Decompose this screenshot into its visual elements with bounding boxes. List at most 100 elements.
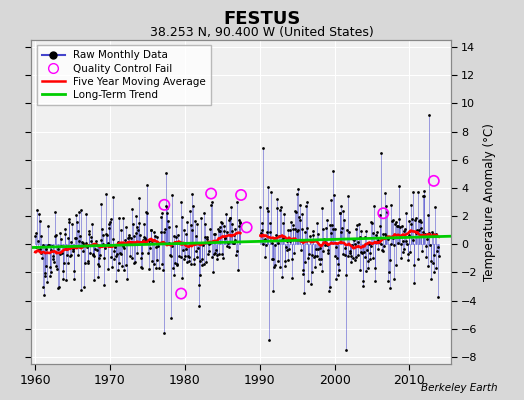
Point [151, 232, 159, 239]
Point [163, 210, 172, 216]
Point [422, 243, 431, 249]
Point [46, 264, 54, 270]
Point [312, 246, 320, 253]
Point [70, 275, 79, 282]
Point [400, 228, 409, 234]
Point [265, 337, 274, 343]
Point [156, 228, 165, 235]
Point [187, 222, 195, 228]
Point [334, 260, 343, 267]
Point [407, 220, 415, 227]
Point [209, 268, 217, 275]
Point [48, 256, 57, 262]
Point [125, 234, 133, 240]
Point [62, 246, 71, 252]
Point [90, 276, 99, 283]
Point [333, 254, 341, 261]
Point [166, 252, 174, 258]
Point [169, 233, 178, 240]
Point [192, 233, 200, 239]
Point [261, 254, 269, 260]
Point [184, 253, 192, 259]
Point [154, 242, 162, 249]
Point [305, 233, 314, 239]
Point [115, 214, 124, 221]
Point [177, 254, 185, 260]
Point [331, 253, 340, 260]
Point [108, 236, 117, 242]
Point [381, 203, 390, 210]
Point [206, 225, 215, 232]
Point [158, 210, 166, 217]
Point [395, 183, 403, 190]
Point [50, 259, 58, 265]
Point [146, 245, 154, 251]
Point [398, 223, 406, 230]
Point [40, 270, 49, 276]
Point [152, 244, 160, 250]
Point [351, 241, 359, 248]
Point [217, 220, 226, 226]
Point [47, 247, 55, 253]
Point [41, 246, 50, 252]
Point [64, 235, 72, 241]
Point [116, 251, 125, 257]
Point [243, 224, 251, 230]
Point [224, 240, 232, 246]
Point [326, 222, 334, 228]
Point [432, 264, 441, 271]
Point [169, 265, 177, 272]
Point [226, 215, 234, 221]
Point [52, 232, 61, 238]
Point [168, 192, 177, 198]
Point [398, 249, 407, 256]
Point [72, 235, 81, 241]
Point [420, 193, 428, 200]
Point [280, 263, 289, 270]
Point [191, 218, 199, 224]
Point [385, 269, 393, 276]
Point [309, 228, 318, 234]
Point [272, 232, 280, 238]
Point [312, 219, 321, 226]
Point [296, 216, 304, 223]
Point [213, 252, 221, 258]
Point [273, 205, 281, 212]
Point [96, 252, 104, 258]
Point [60, 260, 68, 266]
Point [347, 259, 356, 266]
Point [340, 216, 348, 223]
Point [374, 236, 383, 243]
Point [213, 256, 222, 262]
Point [49, 253, 58, 260]
Point [178, 214, 186, 221]
Point [267, 240, 276, 246]
Point [260, 236, 268, 243]
Point [299, 266, 307, 273]
Point [185, 208, 194, 214]
Y-axis label: Temperature Anomaly (°C): Temperature Anomaly (°C) [483, 123, 496, 281]
Point [38, 242, 47, 248]
Point [369, 230, 377, 236]
Point [338, 224, 346, 231]
Point [282, 244, 290, 250]
Point [358, 249, 366, 256]
Point [172, 261, 181, 267]
Point [118, 263, 126, 270]
Point [47, 269, 56, 275]
Point [277, 237, 286, 244]
Point [367, 242, 376, 249]
Point [31, 243, 40, 250]
Point [290, 208, 299, 214]
Point [337, 202, 346, 209]
Point [162, 205, 171, 212]
Point [48, 243, 56, 249]
Point [321, 242, 330, 248]
Point [204, 241, 213, 248]
Point [191, 248, 200, 254]
Point [92, 241, 101, 247]
Point [434, 294, 442, 300]
Point [77, 287, 85, 294]
Point [53, 245, 62, 252]
Point [54, 284, 63, 290]
